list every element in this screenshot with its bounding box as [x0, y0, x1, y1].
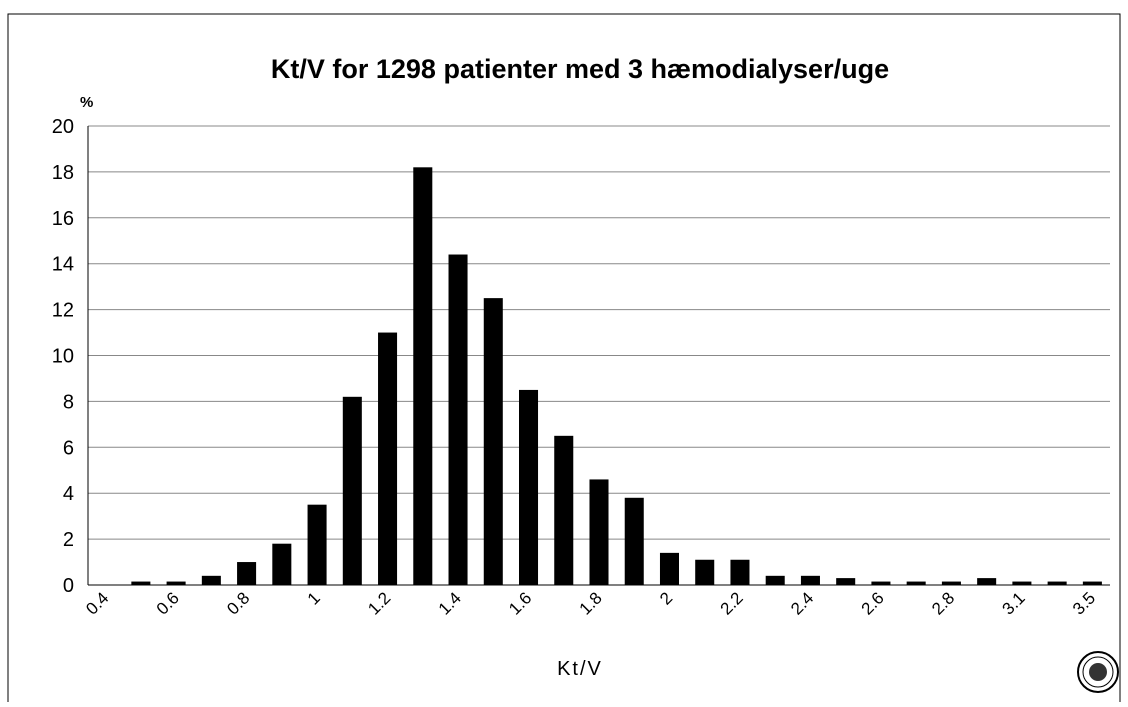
- x-tick-label: 1.6: [505, 588, 535, 618]
- x-tick-label: 0.6: [153, 588, 183, 618]
- bar: [166, 581, 186, 585]
- bar: [519, 389, 539, 585]
- x-tick-label: 0.4: [82, 588, 112, 618]
- bar: [800, 575, 820, 585]
- x-tick-label: 2.2: [717, 588, 747, 618]
- y-tick-label: 14: [52, 254, 74, 276]
- y-axis-label: %: [80, 94, 93, 111]
- bar: [131, 581, 151, 585]
- x-tick-label: 3.1: [999, 588, 1029, 618]
- x-tick-label: 1.4: [435, 588, 465, 618]
- bar: [624, 497, 644, 585]
- bar: [765, 575, 785, 585]
- bar: [1082, 581, 1102, 585]
- x-tick-label: 2.6: [858, 588, 888, 618]
- chart-title: Kt/V for 1298 patienter med 3 hæmodialys…: [271, 54, 889, 84]
- bar: [483, 298, 503, 585]
- bar: [272, 543, 292, 585]
- bar: [201, 575, 221, 585]
- y-tick-label: 4: [63, 483, 74, 505]
- x-tick-label: 2.4: [787, 588, 817, 618]
- bar: [307, 504, 327, 585]
- y-tick-label: 12: [52, 300, 74, 322]
- bar: [589, 479, 609, 585]
- x-axis-label: Kt/V: [557, 658, 603, 680]
- y-tick-label: 8: [63, 391, 74, 413]
- x-tick-label: 1.8: [576, 588, 606, 618]
- bar: [906, 581, 926, 585]
- y-tick-label: 0: [63, 575, 74, 597]
- x-tick-label: 1.2: [364, 588, 394, 618]
- bar: [836, 578, 856, 585]
- x-tick-label: 1: [304, 588, 324, 608]
- y-tick-label: 6: [63, 437, 74, 459]
- bar: [237, 562, 257, 585]
- bar: [342, 396, 362, 585]
- x-tick-label: 3.5: [1069, 588, 1099, 618]
- bar: [448, 254, 468, 585]
- x-tick-label: 0.8: [223, 588, 253, 618]
- bar: [1047, 581, 1067, 585]
- x-tick-label: 2: [656, 588, 676, 608]
- bar: [554, 435, 574, 585]
- logo: [1077, 651, 1119, 693]
- chart-frame: [7, 13, 1121, 707]
- bar: [1012, 581, 1032, 585]
- bar: [730, 559, 750, 585]
- bar: [977, 578, 997, 585]
- y-tick-label: 18: [52, 162, 74, 184]
- x-tick-label: 2.8: [928, 588, 958, 618]
- bar: [378, 332, 398, 585]
- y-tick-label: 20: [52, 116, 74, 138]
- y-tick-label: 10: [52, 346, 74, 368]
- y-tick-label: 2: [63, 529, 74, 551]
- y-tick-label: 16: [52, 208, 74, 230]
- bar: [941, 581, 961, 585]
- bar: [413, 167, 433, 585]
- bar: [871, 581, 891, 585]
- bar: [695, 559, 715, 585]
- bar: [659, 552, 679, 585]
